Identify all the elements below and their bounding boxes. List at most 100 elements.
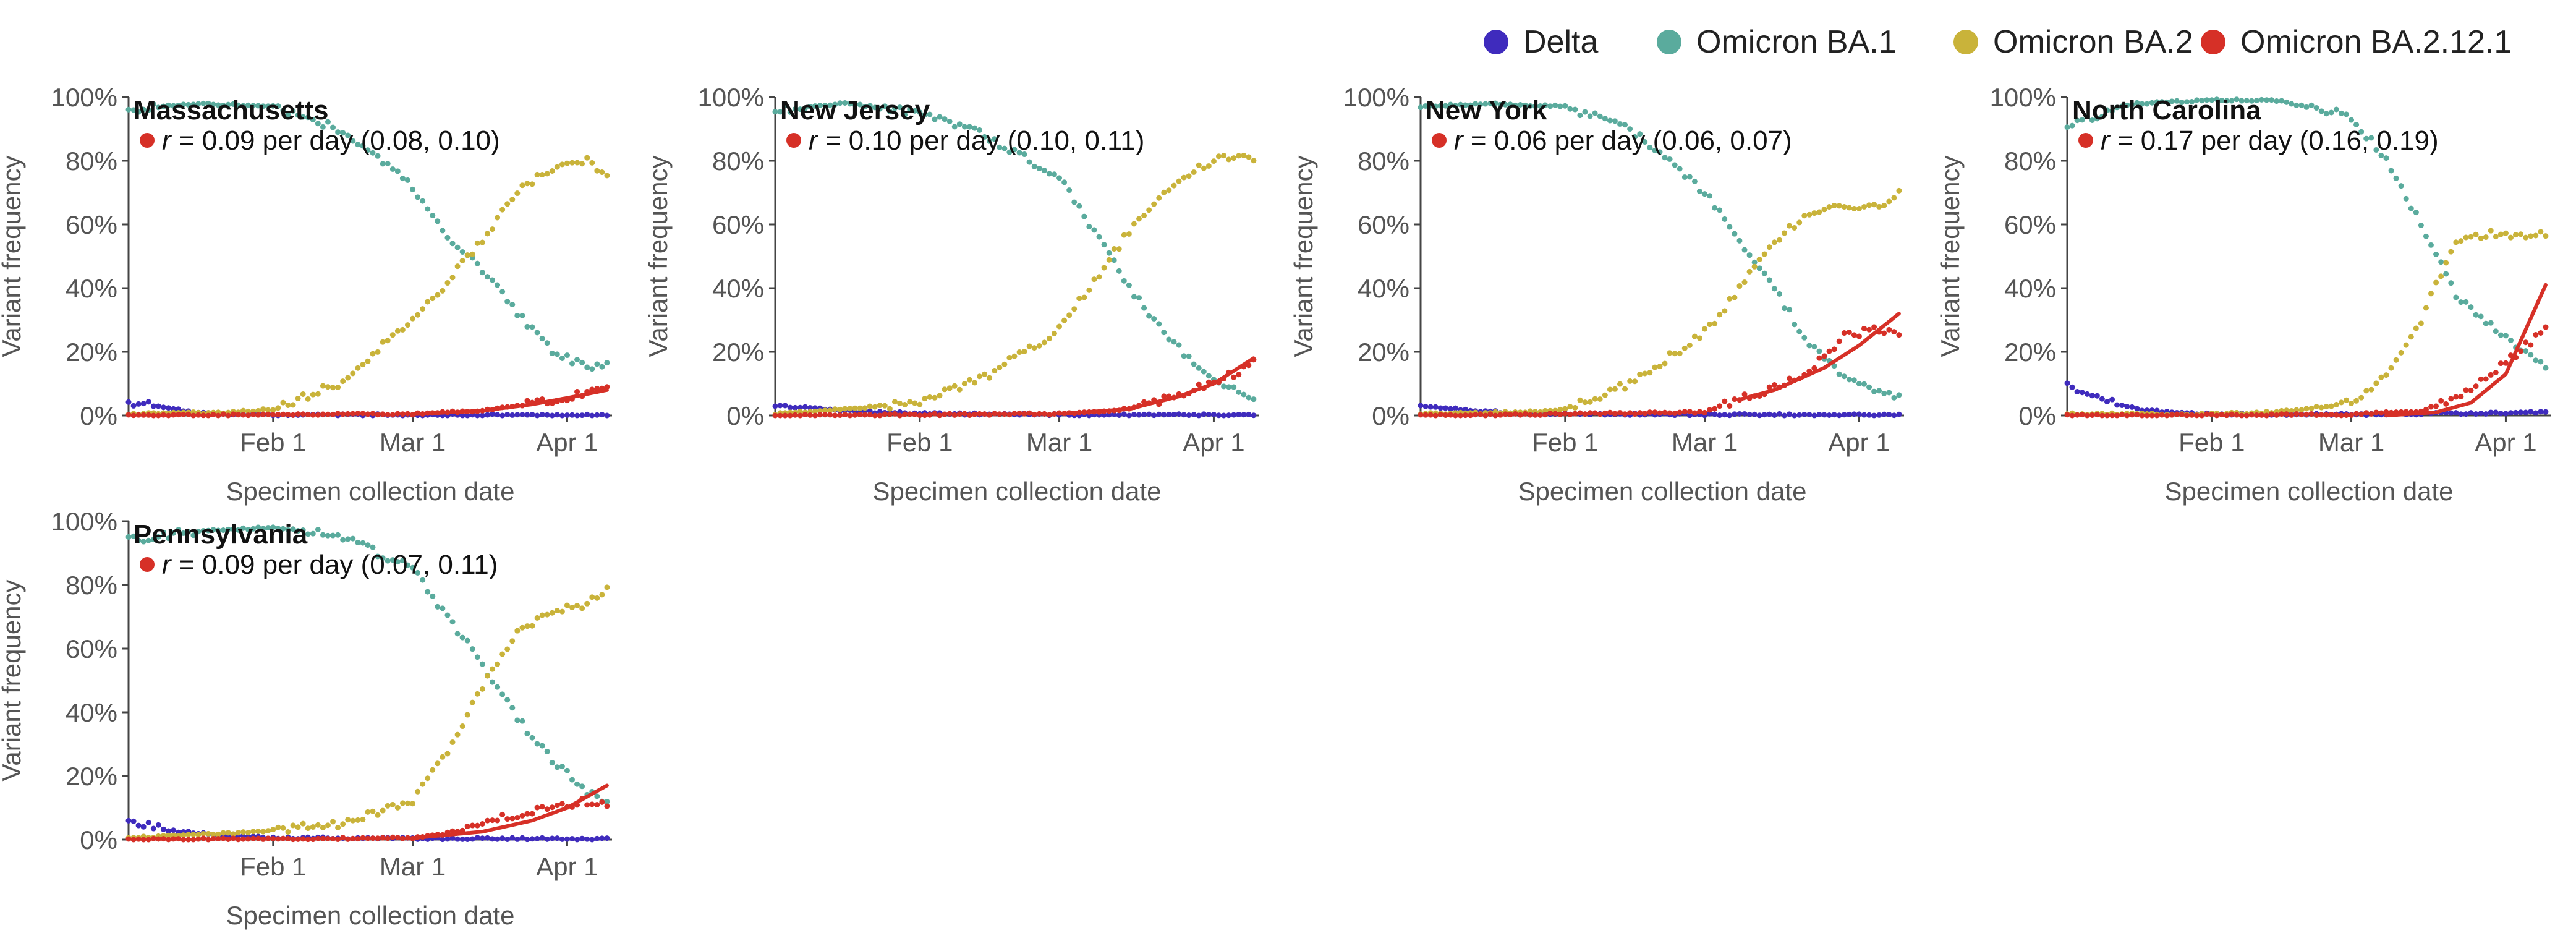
data-point	[2258, 412, 2264, 418]
data-point	[1552, 411, 1558, 417]
data-point	[2069, 384, 2075, 390]
data-point	[519, 835, 525, 841]
y-tick-label: 100%	[51, 507, 117, 536]
data-point	[514, 412, 521, 418]
data-point	[2528, 352, 2534, 358]
data-point	[171, 103, 177, 109]
data-point	[484, 412, 490, 418]
data-point	[1196, 162, 1202, 168]
fit-curve	[1057, 356, 1256, 416]
data-point	[519, 182, 525, 189]
data-point	[2543, 324, 2549, 330]
data-point	[594, 793, 600, 799]
data-point	[539, 743, 545, 749]
data-point	[2263, 409, 2269, 415]
data-point	[1432, 412, 1439, 419]
data-point	[479, 835, 485, 841]
data-point	[1522, 411, 1528, 417]
data-point	[260, 411, 266, 417]
data-point	[150, 835, 156, 841]
y-tick-label: 20%	[2004, 338, 2056, 367]
data-point	[772, 403, 778, 409]
panel-title: Pennsylvania	[134, 519, 308, 550]
data-point	[932, 116, 938, 122]
data-point	[2064, 124, 2070, 130]
data-point	[440, 288, 446, 294]
data-point	[1201, 369, 1207, 375]
data-point	[514, 814, 521, 820]
legend-item: Delta	[1484, 17, 1598, 67]
data-point	[604, 412, 610, 419]
data-point	[2289, 101, 2295, 107]
data-point	[1427, 404, 1434, 410]
data-point	[285, 111, 291, 117]
data-point	[842, 412, 848, 418]
data-point	[389, 166, 396, 172]
data-point	[440, 837, 446, 843]
data-point	[1006, 355, 1013, 361]
data-point	[2174, 98, 2180, 104]
data-point	[2518, 231, 2524, 237]
data-point	[2443, 260, 2449, 266]
data-point	[190, 837, 197, 843]
data-point	[946, 118, 953, 124]
data-point	[2538, 330, 2544, 336]
data-point	[1517, 412, 1523, 418]
data-point	[220, 103, 226, 109]
data-point	[490, 277, 496, 283]
data-point	[145, 399, 151, 405]
data-point	[150, 825, 156, 832]
data-point	[897, 104, 903, 111]
data-point	[1046, 171, 1052, 177]
data-point	[1552, 102, 1558, 108]
data-point	[255, 835, 261, 841]
data-point	[1841, 373, 1847, 380]
data-point	[474, 260, 480, 266]
data-point	[802, 412, 808, 418]
data-point	[872, 412, 878, 419]
data-point	[225, 526, 231, 532]
data-point	[554, 803, 560, 809]
data-point	[912, 411, 918, 417]
data-point	[464, 824, 470, 830]
legend-marker	[1953, 30, 1978, 54]
data-point	[544, 171, 550, 177]
data-point	[1686, 342, 1693, 348]
data-point	[2159, 99, 2165, 105]
data-point	[1672, 351, 1678, 357]
data-point	[1642, 370, 1648, 377]
data-point	[2119, 411, 2125, 417]
data-point	[534, 804, 540, 811]
data-point	[2358, 411, 2365, 417]
data-point	[444, 836, 451, 842]
data-point	[2493, 328, 2499, 334]
data-point	[250, 411, 257, 417]
data-point	[1587, 410, 1593, 416]
data-point	[2373, 380, 2379, 386]
data-point	[1051, 171, 1057, 177]
data-point	[2069, 122, 2075, 129]
data-point	[150, 537, 156, 543]
data-point	[2144, 101, 2150, 107]
data-point	[882, 403, 888, 409]
data-point	[270, 835, 276, 841]
data-point	[1031, 345, 1037, 351]
data-point	[977, 373, 983, 380]
data-point	[2269, 97, 2275, 103]
data-point	[425, 775, 431, 782]
data-point	[125, 412, 132, 418]
data-point	[2523, 348, 2529, 354]
data-point	[544, 340, 550, 346]
data-point	[150, 403, 156, 409]
data-point	[1076, 203, 1082, 209]
data-point	[1607, 409, 1613, 415]
data-point	[260, 526, 266, 532]
data-point	[430, 213, 436, 219]
data-point	[484, 231, 490, 237]
data-point	[519, 624, 525, 631]
y-tick-label: 60%	[66, 634, 117, 663]
data-point	[1016, 410, 1022, 416]
data-point	[1782, 412, 1788, 419]
data-point	[1632, 134, 1638, 140]
y-tick-label: 0%	[1372, 401, 1409, 430]
